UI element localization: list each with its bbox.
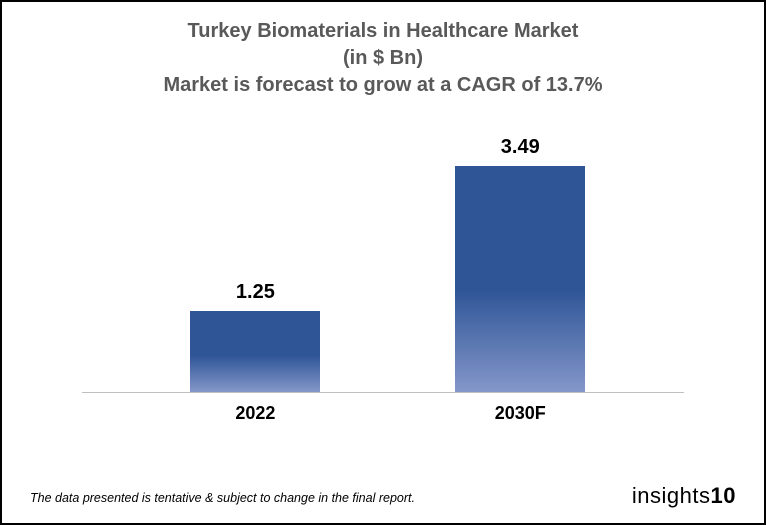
logo-text-2: 10: [711, 483, 736, 508]
bar-fill: [190, 311, 320, 392]
disclaimer-text: The data presented is tentative & subjec…: [30, 491, 415, 505]
brand-logo: insights10: [632, 483, 736, 509]
bar-category-label: 2030F: [455, 403, 585, 424]
chart-area: 1.2520223.492030F: [82, 122, 684, 428]
title-line-2: (in $ Bn): [2, 45, 764, 72]
bar-value-label: 1.25: [190, 281, 320, 304]
title-line-3: Market is forecast to grow at a CAGR of …: [2, 72, 764, 99]
bar-2022: 1.252022: [190, 311, 320, 392]
footer: The data presented is tentative & subjec…: [30, 475, 736, 505]
bar-fill: [455, 166, 585, 392]
chart-title-block: Turkey Biomaterials in Healthcare Market…: [2, 2, 764, 99]
chart-frame: Turkey Biomaterials in Healthcare Market…: [0, 0, 766, 525]
plot-area: 1.252022 3.492030F: [82, 152, 684, 393]
bar-value-label: 3.49: [455, 136, 585, 159]
bar-category-label: 2022: [190, 403, 320, 424]
title-line-1: Turkey Biomaterials in Healthcare Market: [2, 18, 764, 45]
bar-2030F: 3.492030F: [455, 166, 585, 392]
logo-text-1: insights: [632, 483, 711, 508]
